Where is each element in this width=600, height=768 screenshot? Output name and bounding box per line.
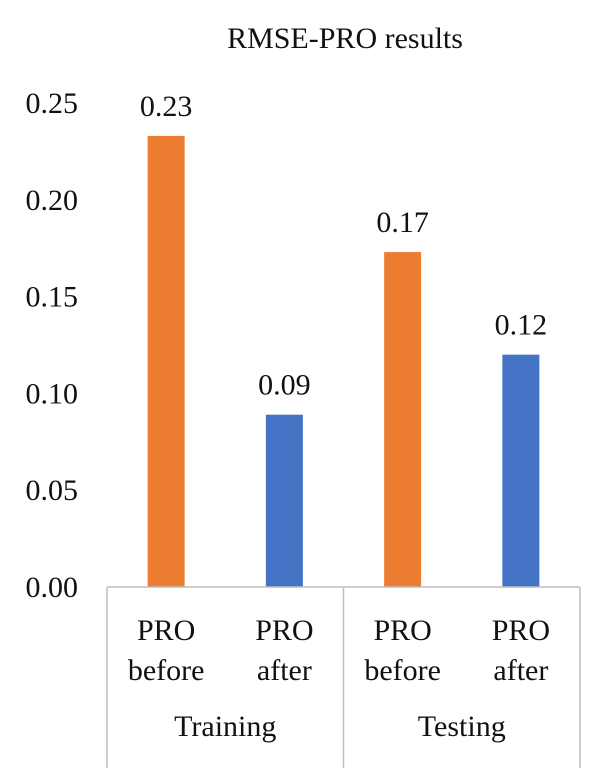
x-tick-label: PRO [492, 614, 550, 647]
x-tick-label: before [364, 654, 441, 687]
data-label: 0.17 [376, 206, 429, 239]
bar [384, 252, 422, 587]
y-axis: 0.00 0.05 0.10 0.15 0.20 0.25 [26, 87, 79, 604]
bars: 0.23 0.09 0.17 0.12 [140, 90, 548, 588]
bar [502, 354, 540, 587]
y-tick-label: 0.10 [26, 377, 79, 410]
chart-title: RMSE-PRO results [227, 22, 463, 55]
group-label: Testing [418, 710, 506, 743]
x-tick-label: after [257, 654, 312, 687]
bar [147, 135, 185, 588]
y-tick-label: 0.25 [26, 87, 79, 120]
y-tick-label: 0.05 [26, 474, 79, 507]
x-tick-label: after [493, 654, 548, 687]
bar [265, 414, 303, 587]
x-tick-label: PRO [137, 614, 195, 647]
y-tick-label: 0.20 [26, 184, 79, 217]
x-axis: PRO before PRO after Training PRO before PRO aft… [106, 586, 581, 768]
x-tick-label: before [128, 654, 205, 687]
data-label: 0.09 [258, 369, 311, 402]
data-label: 0.23 [140, 90, 193, 123]
y-tick-label: 0.00 [26, 571, 79, 604]
data-label: 0.12 [495, 309, 548, 342]
x-tick-label: PRO [255, 614, 313, 647]
group-label: Training [174, 710, 276, 743]
y-tick-label: 0.15 [26, 281, 79, 314]
x-tick-label: PRO [373, 614, 431, 647]
